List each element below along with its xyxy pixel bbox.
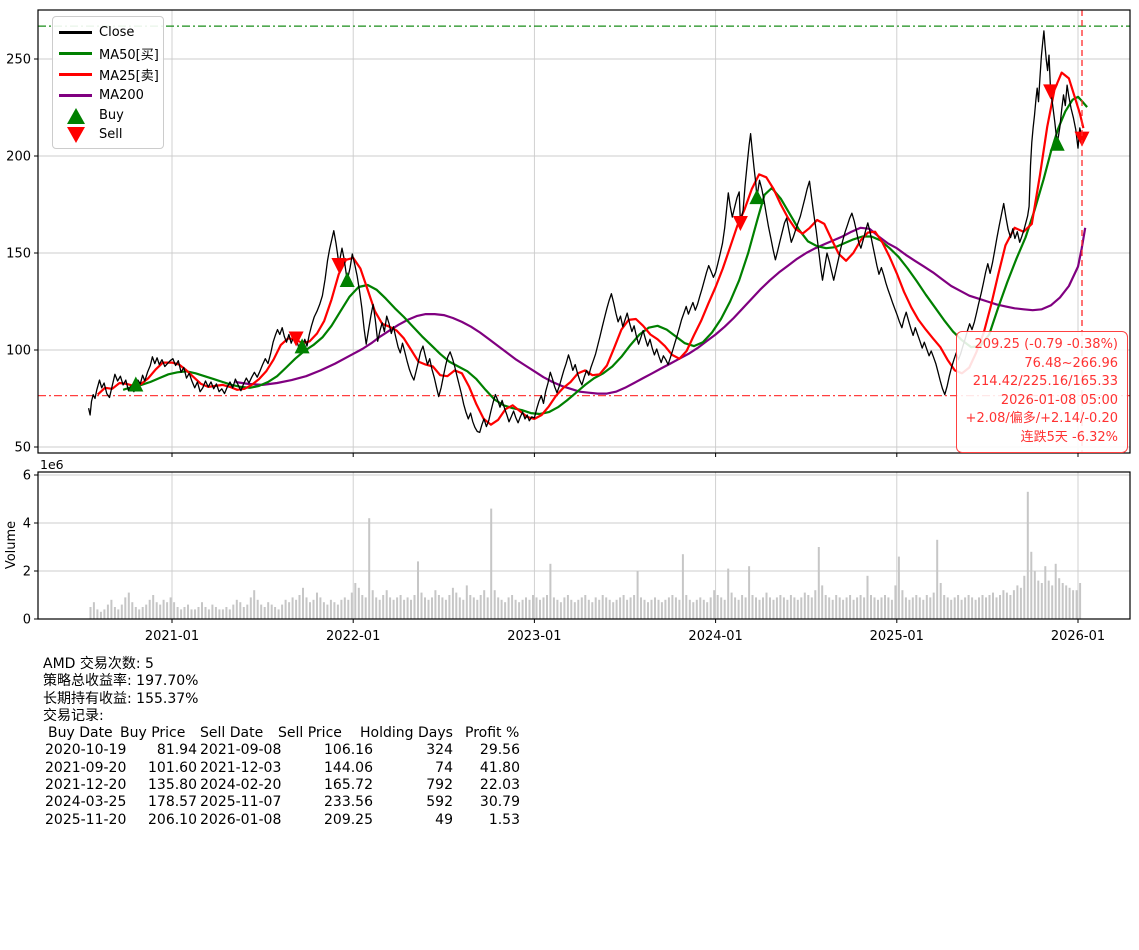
legend-label: MA25[卖] xyxy=(99,69,159,84)
table-row: 2021-09-20 101.60 2021-12-03 144.06 74 4… xyxy=(45,759,520,776)
strategy-return-line: 策略总收益率: 197.70% xyxy=(43,673,199,690)
legend: Close MA50[买] MA25[卖] MA200 Buy Sell xyxy=(52,16,164,149)
annotation-streak-line: 连跌5天 -6.32% xyxy=(1020,429,1118,445)
summary-text-block: AMD 交易次数: 5 策略总收益率: 197.70% 长期持有收益: 155.… xyxy=(43,656,520,829)
legend-label: MA50[买] xyxy=(99,48,159,63)
col-sell-date: Sell Date xyxy=(200,725,264,742)
table-row: 2025-11-20 206.10 2026-01-08 209.25 49 1… xyxy=(45,811,520,828)
price-tick-label: 100 xyxy=(6,344,31,359)
sell-triangle-icon xyxy=(59,126,92,143)
legend-item-close: Close xyxy=(59,22,157,43)
ma50-line-swatch xyxy=(59,52,92,55)
trade-count-line: AMD 交易次数: 5 xyxy=(43,656,154,672)
legend-item-sell: Sell xyxy=(59,125,157,144)
volume-bars xyxy=(89,491,1082,619)
sell-marker xyxy=(288,331,304,347)
ma25-line xyxy=(96,71,1085,426)
sell-marker xyxy=(331,258,347,273)
volume-panel-border xyxy=(37,471,1131,620)
volume-exponent-label: 1e6 xyxy=(40,457,64,472)
legend-label: Close xyxy=(99,25,135,40)
trade-table-header: Buy Date Buy Price Sell Date Sell Price … xyxy=(43,725,519,742)
date-tick-label: 2021-01 xyxy=(145,629,199,644)
date-tick-label: 2026-01 xyxy=(1051,629,1105,644)
ma200-line xyxy=(235,226,1087,395)
close-line-swatch xyxy=(59,31,92,34)
buy-marker xyxy=(294,338,310,354)
annotation-price-line: 209.25 (-0.79 -0.38%) xyxy=(974,337,1118,352)
price-tick-label: 50 xyxy=(14,441,31,456)
buy-marker xyxy=(1049,135,1065,151)
volume-axis-title: Volume xyxy=(4,521,19,569)
col-buy-price: Buy Price xyxy=(120,725,186,742)
chart-svg: 50 100 150 200 250 0 2 4 6 2021-01 2022-01 2023-01 2… xyxy=(4,9,1131,644)
close-line xyxy=(87,30,1083,434)
trade-record-title: 交易记录: xyxy=(43,707,104,724)
sell-marker xyxy=(732,216,748,231)
buy-marker xyxy=(339,272,355,287)
annotation-time-line: 2026-01-08 05:00 xyxy=(1000,392,1118,408)
buy-marker xyxy=(749,189,765,205)
col-buy-date: Buy Date xyxy=(48,725,113,742)
hold-return-line: 长期持有收益: 155.37% xyxy=(43,690,199,707)
legend-label: Sell xyxy=(99,127,123,142)
legend-item-ma25: MA25[卖] xyxy=(59,64,159,85)
volume-tick-label: 4 xyxy=(23,517,31,532)
price-tick-label: 150 xyxy=(6,247,31,262)
legend-item-ma200: MA200 xyxy=(59,85,157,106)
ma25-line-swatch xyxy=(59,73,92,76)
price-tick-label: 200 xyxy=(6,150,31,165)
date-tick-label: 2025-01 xyxy=(870,629,924,644)
buy-triangle-icon xyxy=(59,107,92,124)
table-row: 2021-12-20 135.80 2024-02-20 165.72 792 … xyxy=(45,777,520,794)
ma200-line-swatch xyxy=(59,94,92,97)
buy-marker xyxy=(128,376,144,392)
annotation-bias-line: +2.08/偏多/+2.14/-0.20 xyxy=(965,411,1118,427)
legend-item-buy: Buy xyxy=(59,106,157,125)
date-tick-label: 2024-01 xyxy=(688,629,742,644)
figure: 50 100 150 200 250 0 2 4 6 2021-01 2022-01 2023-01 2… xyxy=(4,9,1131,829)
col-profit: Profit % xyxy=(465,725,520,742)
volume-tick-label: 2 xyxy=(23,565,31,580)
quote-annotation-box: 209.25 (-0.79 -0.38%) 76.48~266.96 214.4… xyxy=(955,331,1128,453)
volume-tick-label: 0 xyxy=(23,613,31,628)
legend-label: Buy xyxy=(99,108,124,123)
table-row: 2024-03-25 178.57 2025-11-07 233.56 592 … xyxy=(45,794,520,811)
date-tick-label: 2022-01 xyxy=(326,629,380,644)
legend-label: MA200 xyxy=(99,88,144,103)
annotation-range-line: 76.48~266.96 xyxy=(1024,355,1118,371)
annotation-ma-line: 214.42/225.16/165.33 xyxy=(972,374,1118,390)
price-panel-border xyxy=(37,9,1131,454)
sell-marker xyxy=(1043,84,1059,100)
date-tick-label: 2023-01 xyxy=(507,629,561,644)
volume-tick-label: 6 xyxy=(23,469,31,484)
price-tick-label: 250 xyxy=(6,53,31,68)
table-row: 2020-10-19 81.94 2021-09-08 106.16 324 2… xyxy=(45,742,520,759)
col-sell-price: Sell Price xyxy=(278,725,342,742)
sell-marker xyxy=(1074,131,1090,147)
ma50-line xyxy=(122,95,1088,416)
col-holding-days: Holding Days xyxy=(360,725,453,742)
legend-item-ma50: MA50[买] xyxy=(59,43,159,64)
